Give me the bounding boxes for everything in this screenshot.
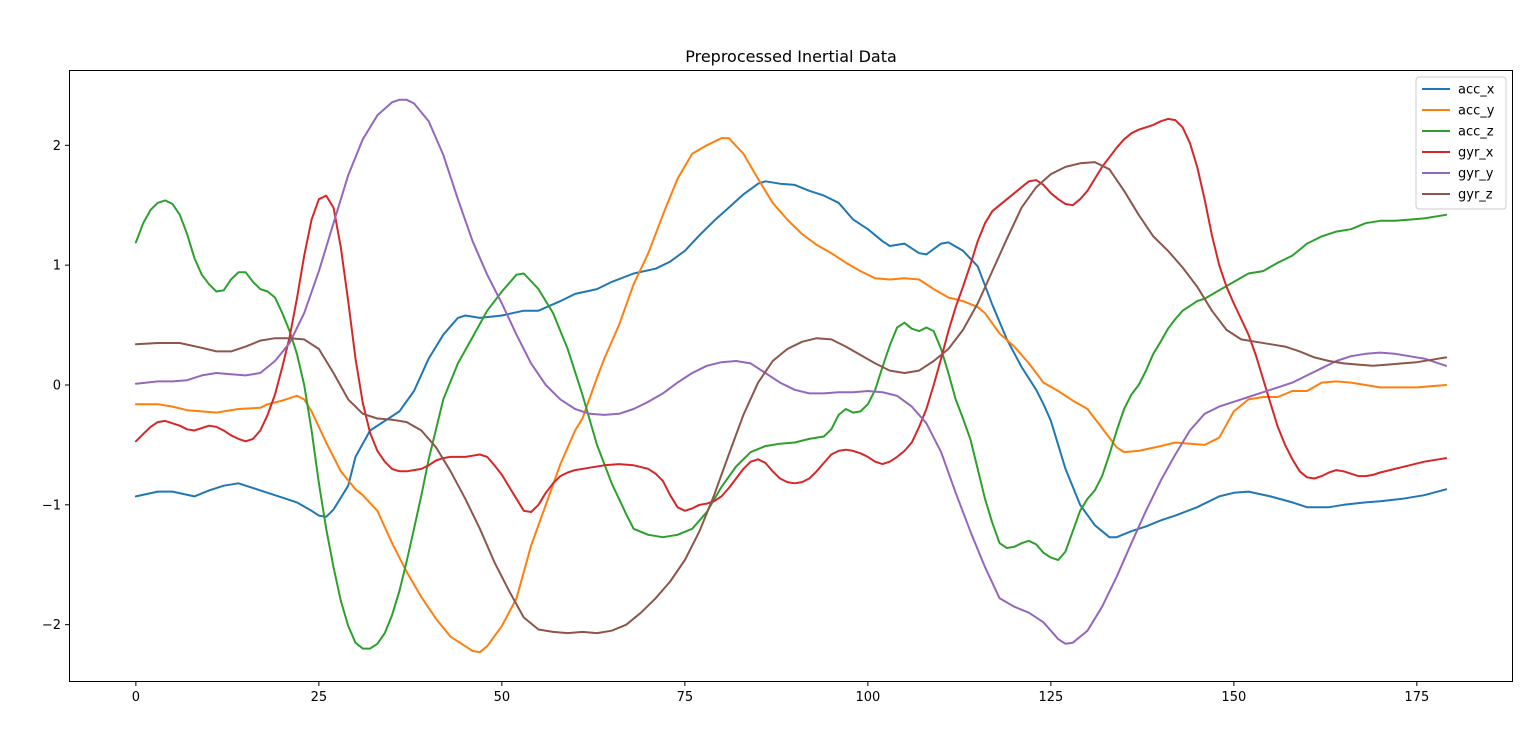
- series-line-acc_x: [134, 180, 1448, 539]
- legend: acc_x acc_y acc_z gyr_x gyr_y gyr_z: [1415, 76, 1507, 210]
- y-tick-label: −2: [42, 618, 61, 633]
- series-line-gyr_y: [134, 98, 1448, 645]
- x-tick-label: 0: [132, 690, 140, 705]
- series-line-acc_z: [134, 199, 1448, 650]
- x-tick-label: 50: [494, 690, 511, 705]
- series-line-acc_y: [134, 137, 1448, 654]
- plot-frame: [69, 70, 1513, 682]
- y-tick-label: −1: [42, 498, 61, 513]
- legend-label-gyr_x: gyr_x: [1458, 146, 1494, 161]
- x-tick-label: 25: [311, 690, 328, 705]
- legend-label-acc_x: acc_x: [1458, 83, 1495, 98]
- legend-label-gyr_y: gyr_y: [1458, 167, 1494, 182]
- legend-label-acc_y: acc_y: [1458, 104, 1495, 119]
- x-tick-label: 75: [677, 690, 694, 705]
- legend-label-acc_z: acc_z: [1458, 125, 1494, 140]
- x-tick-label: 175: [1404, 690, 1429, 705]
- series-layer: [134, 98, 1448, 654]
- x-tick-label: 150: [1221, 690, 1246, 705]
- chart-title: Preprocessed Inertial Data: [685, 47, 897, 66]
- x-tick-label: 100: [855, 690, 880, 705]
- y-tick-label: 2: [53, 139, 61, 154]
- y-tick-label: 1: [53, 259, 61, 274]
- x-tick-label: 125: [1038, 690, 1063, 705]
- series-line-gyr_z: [134, 161, 1448, 635]
- series-line-gyr_x: [134, 117, 1448, 513]
- legend-label-gyr_z: gyr_z: [1458, 188, 1493, 203]
- tick-layer: 0 25 50 75 100 125 150 175 −2 −1 0 1 2: [42, 139, 1429, 705]
- y-tick-label: 0: [53, 378, 61, 393]
